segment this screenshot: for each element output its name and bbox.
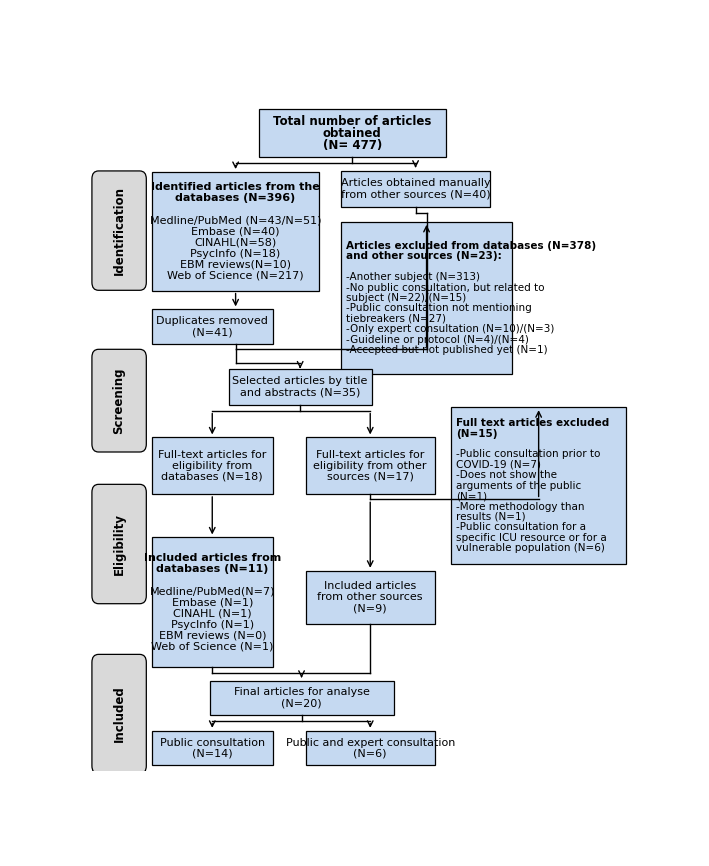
Text: Medline/PubMed (N=43/N=51): Medline/PubMed (N=43/N=51) — [150, 215, 321, 225]
Text: Identification: Identification — [113, 186, 125, 275]
Text: -Another subject (N=313): -Another subject (N=313) — [346, 272, 480, 282]
FancyBboxPatch shape — [229, 369, 372, 405]
FancyBboxPatch shape — [92, 349, 146, 452]
Text: Eligibility: Eligibility — [113, 513, 125, 575]
Text: Full-text articles for: Full-text articles for — [316, 449, 425, 460]
Text: PsycInfo (N=1): PsycInfo (N=1) — [171, 619, 254, 630]
FancyBboxPatch shape — [92, 484, 146, 604]
Text: eligibility from other: eligibility from other — [313, 461, 427, 470]
Text: -Public consultation prior to: -Public consultation prior to — [456, 449, 600, 459]
Text: Full-text articles for: Full-text articles for — [158, 449, 267, 460]
FancyBboxPatch shape — [152, 172, 319, 291]
Text: Duplicates removed: Duplicates removed — [156, 316, 268, 326]
Text: (N=14): (N=14) — [192, 748, 233, 759]
FancyBboxPatch shape — [306, 437, 435, 494]
Text: eligibility from: eligibility from — [172, 461, 252, 470]
Text: (N=15): (N=15) — [456, 429, 497, 438]
Text: databases (N=11): databases (N=11) — [156, 564, 269, 574]
Text: -Public consultation not mentioning: -Public consultation not mentioning — [346, 303, 532, 313]
FancyBboxPatch shape — [342, 222, 512, 374]
Text: Full text articles excluded: Full text articles excluded — [456, 418, 609, 428]
Text: Embase (N=40): Embase (N=40) — [191, 226, 280, 236]
Text: (N=41): (N=41) — [192, 327, 233, 337]
Text: Web of Science (N=217): Web of Science (N=217) — [167, 271, 304, 281]
Text: from other sources: from other sources — [318, 592, 423, 603]
Text: Included: Included — [113, 686, 125, 742]
Text: Articles obtained manually: Articles obtained manually — [341, 178, 491, 189]
Text: Public and expert consultation: Public and expert consultation — [286, 738, 455, 747]
Text: -Accepted but not published yet (N=1): -Accepted but not published yet (N=1) — [346, 345, 547, 355]
FancyBboxPatch shape — [92, 171, 146, 290]
Text: Total number of articles: Total number of articles — [273, 115, 432, 128]
Text: -More methodology than: -More methodology than — [456, 501, 584, 512]
Text: (N=1): (N=1) — [456, 491, 487, 501]
Text: -Does not show the: -Does not show the — [456, 470, 557, 481]
Text: subject (N=22)/(N=15): subject (N=22)/(N=15) — [346, 293, 466, 303]
FancyBboxPatch shape — [451, 407, 626, 564]
Text: Identified articles from the: Identified articles from the — [151, 182, 320, 191]
Text: databases (N=18): databases (N=18) — [162, 472, 263, 481]
Text: (N= 477): (N= 477) — [323, 139, 382, 152]
Text: and other sources (N=23):: and other sources (N=23): — [346, 251, 501, 262]
FancyBboxPatch shape — [152, 537, 273, 668]
FancyBboxPatch shape — [306, 571, 435, 624]
FancyBboxPatch shape — [306, 731, 435, 766]
Text: (N=6): (N=6) — [354, 748, 387, 759]
Text: -No public consultation, but related to: -No public consultation, but related to — [346, 282, 545, 293]
Text: vulnerable population (N=6): vulnerable population (N=6) — [456, 543, 605, 553]
Text: -Public consultation for a: -Public consultation for a — [456, 522, 586, 533]
FancyBboxPatch shape — [210, 681, 393, 715]
Text: tiebreakers (N=27): tiebreakers (N=27) — [346, 313, 446, 324]
Text: CINAHL (N=1): CINAHL (N=1) — [173, 609, 252, 618]
Text: (N=20): (N=20) — [281, 699, 322, 708]
Text: Included articles: Included articles — [324, 581, 416, 591]
FancyBboxPatch shape — [152, 731, 273, 766]
FancyBboxPatch shape — [152, 309, 273, 344]
Text: results (N=1): results (N=1) — [456, 512, 525, 522]
Text: Articles excluded from databases (N=378): Articles excluded from databases (N=378) — [346, 241, 596, 251]
Text: (N=9): (N=9) — [353, 604, 387, 613]
Text: Public consultation: Public consultation — [160, 738, 265, 747]
Text: from other sources (N=40): from other sources (N=40) — [341, 190, 491, 199]
Text: sources (N=17): sources (N=17) — [327, 472, 413, 481]
Text: Medline/PubMed(N=7): Medline/PubMed(N=7) — [150, 586, 275, 597]
Text: Embase (N=1): Embase (N=1) — [172, 598, 253, 607]
Text: CINAHL(N=58): CINAHL(N=58) — [194, 237, 277, 248]
Text: EBM reviews(N=10): EBM reviews(N=10) — [180, 260, 291, 269]
Text: Web of Science (N=1): Web of Science (N=1) — [151, 642, 274, 652]
FancyBboxPatch shape — [259, 109, 446, 158]
Text: obtained: obtained — [323, 126, 381, 139]
FancyBboxPatch shape — [342, 171, 490, 207]
Text: databases (N=396): databases (N=396) — [176, 193, 296, 203]
Text: specific ICU resource or for a: specific ICU resource or for a — [456, 533, 606, 543]
Text: COVID-19 (N=7): COVID-19 (N=7) — [456, 460, 541, 470]
Text: arguments of the public: arguments of the public — [456, 481, 581, 491]
Text: and abstracts (N=35): and abstracts (N=35) — [240, 388, 360, 397]
FancyBboxPatch shape — [152, 437, 273, 494]
Text: Screening: Screening — [113, 367, 125, 434]
Text: PsycInfo (N=18): PsycInfo (N=18) — [191, 249, 281, 259]
Text: -Guideline or protocol (N=4)/(N=4): -Guideline or protocol (N=4)/(N=4) — [346, 334, 529, 345]
Text: Included articles from: Included articles from — [144, 553, 281, 563]
Text: -Only expert consultation (N=10)/(N=3): -Only expert consultation (N=10)/(N=3) — [346, 324, 554, 334]
Text: Selected articles by title: Selected articles by title — [233, 377, 368, 386]
Text: Final articles for analyse: Final articles for analyse — [233, 688, 369, 697]
Text: EBM reviews (N=0): EBM reviews (N=0) — [159, 630, 266, 641]
FancyBboxPatch shape — [92, 655, 146, 773]
